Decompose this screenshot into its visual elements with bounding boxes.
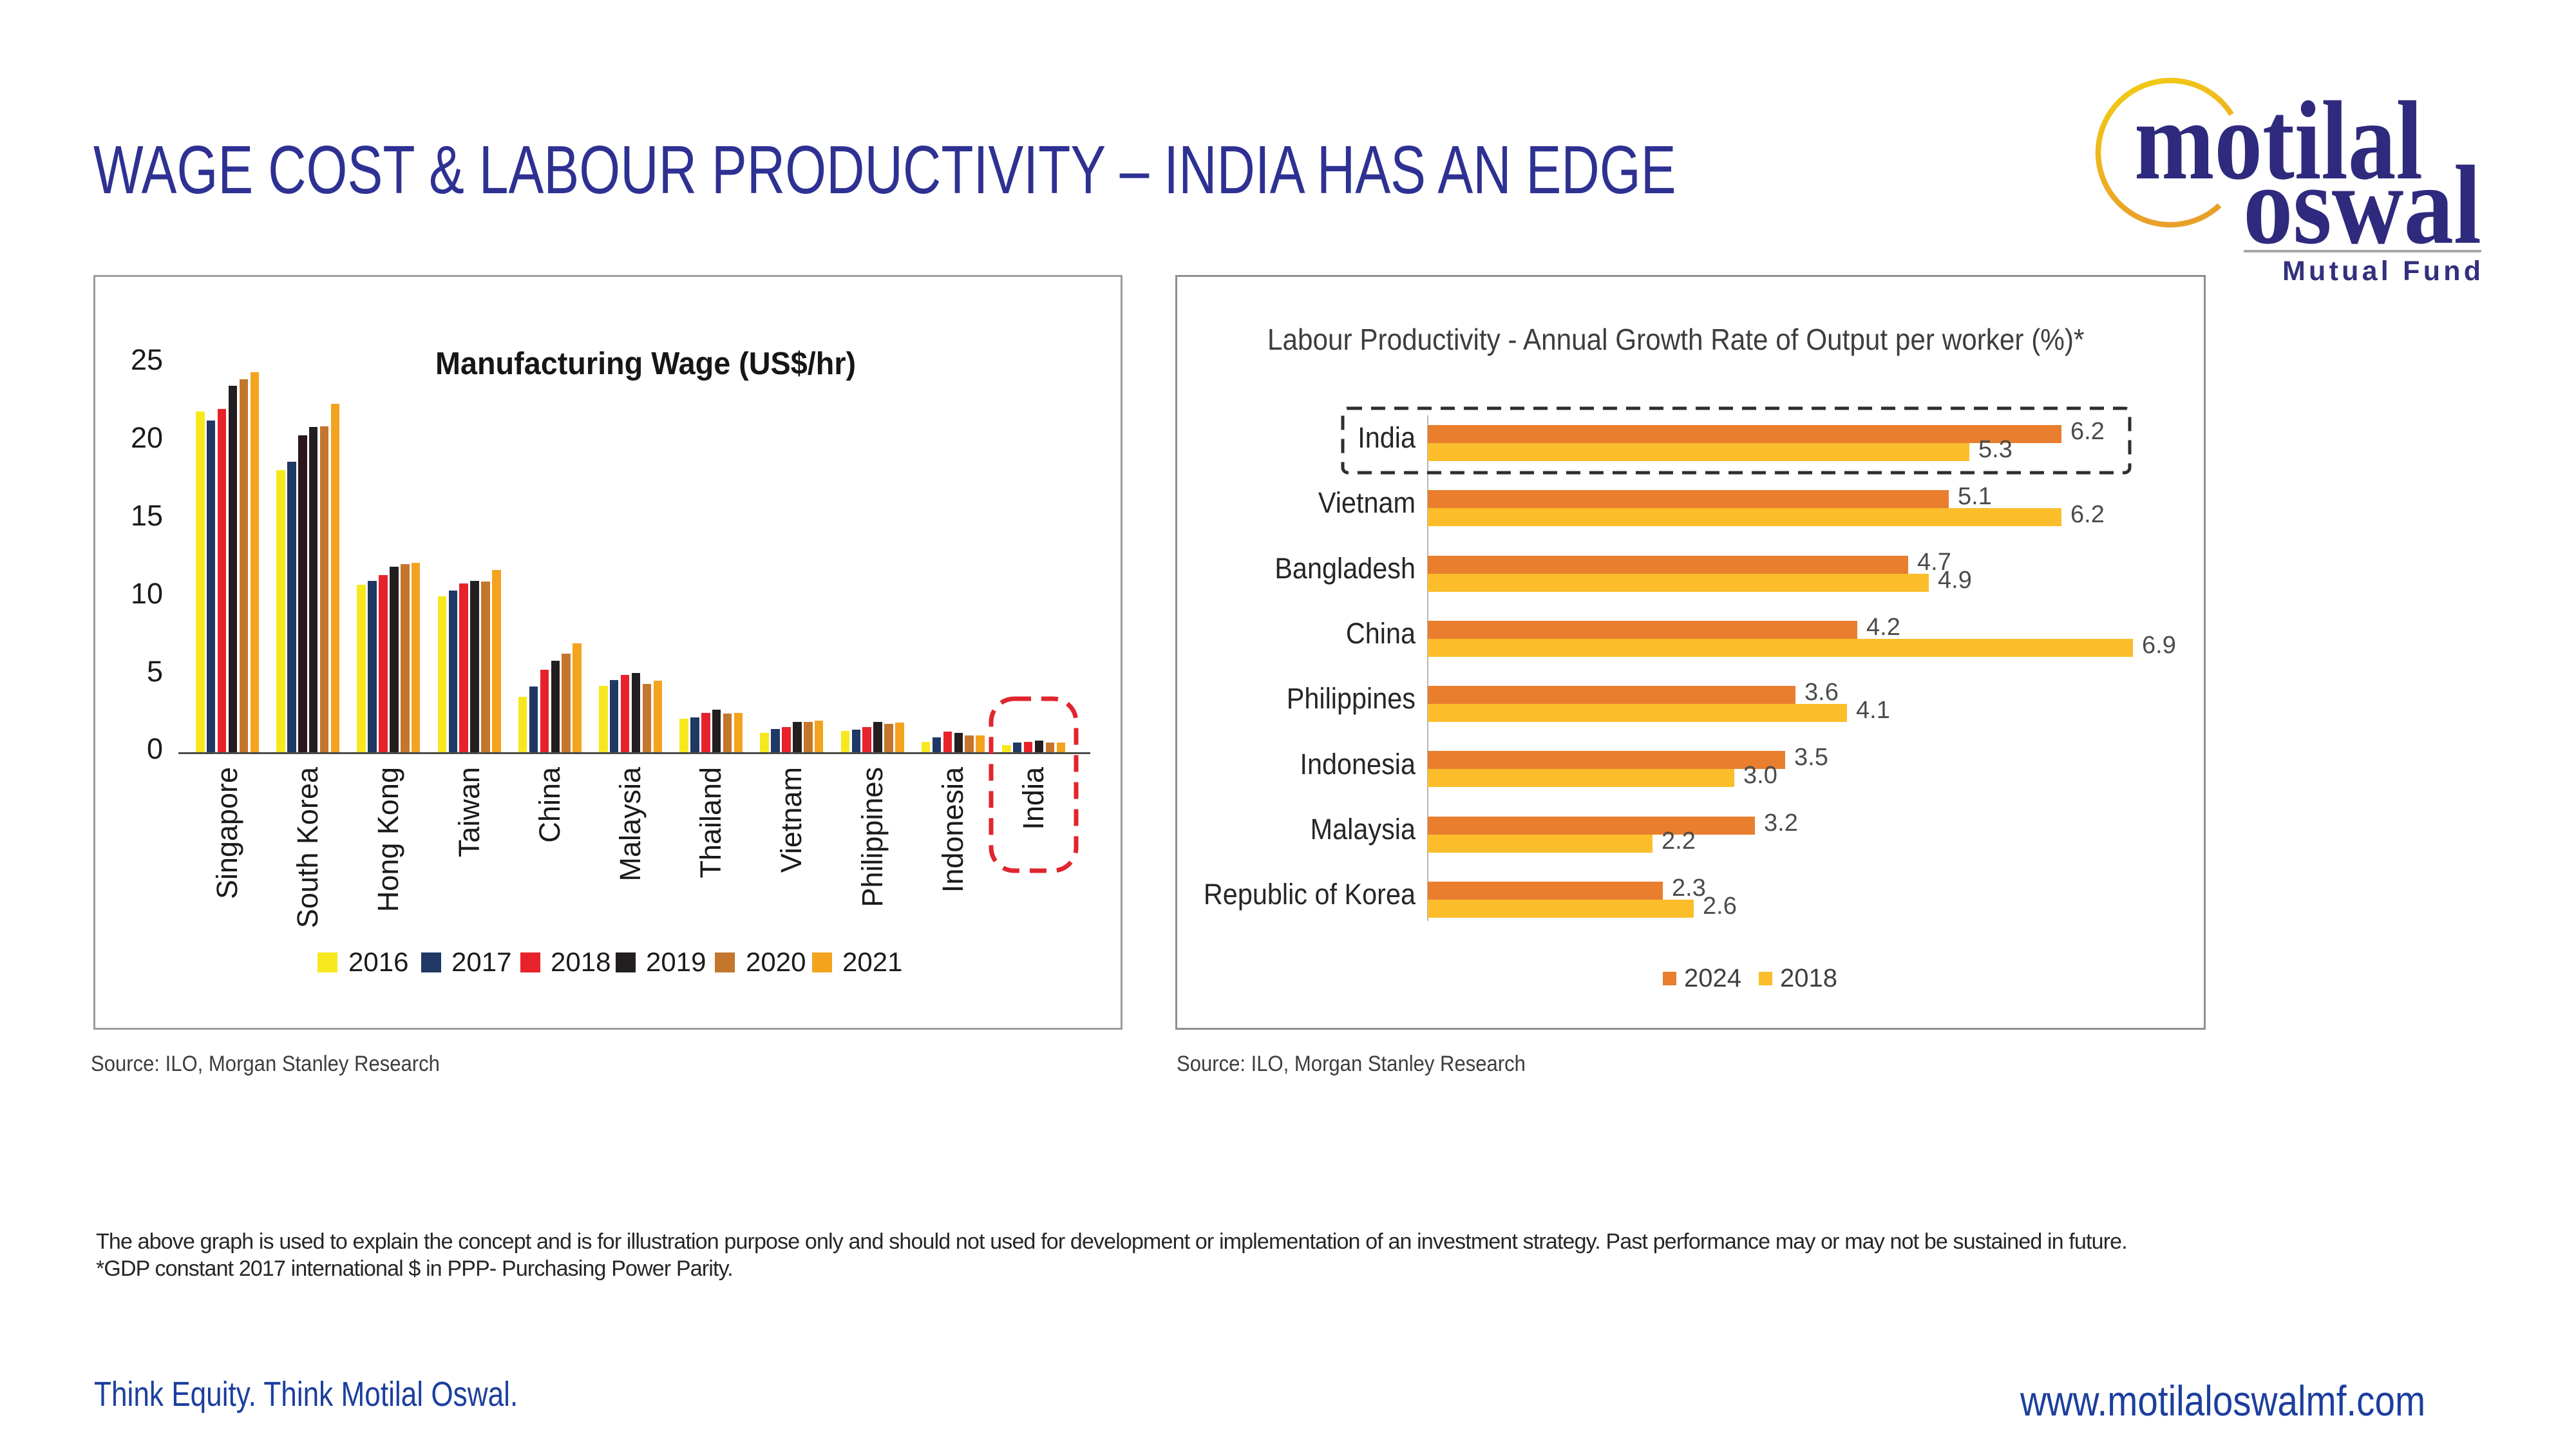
svg-text:Mutual Fund: Mutual Fund [2282, 256, 2481, 287]
svg-text:motilal: motilal [2134, 78, 2423, 203]
svg-text:oswal: oswal [2243, 142, 2481, 267]
